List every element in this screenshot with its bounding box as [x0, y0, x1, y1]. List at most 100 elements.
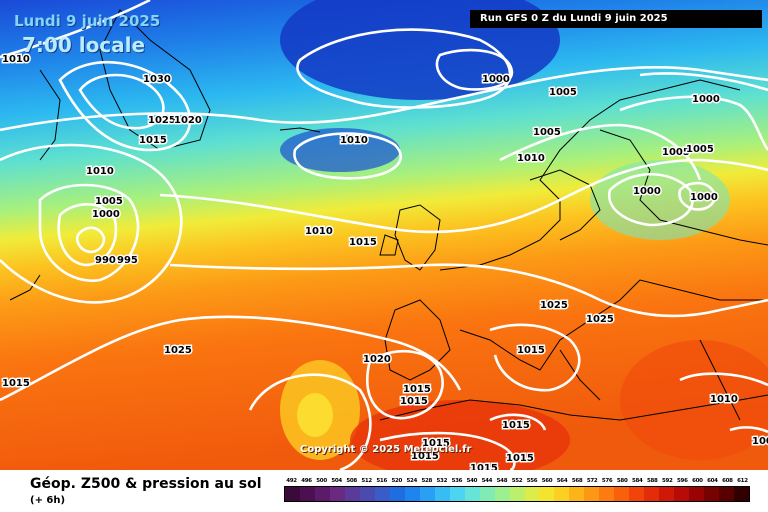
scale-swatch	[644, 487, 660, 501]
isobar-label: 1005	[95, 196, 123, 207]
isobar-label: 1010	[340, 135, 368, 146]
scale-tick-label: 556	[526, 478, 538, 484]
scale-tick-label: 604	[707, 478, 718, 484]
scale-tick-label: 612	[737, 478, 748, 484]
scale-tick-label: 564	[556, 478, 568, 484]
weather-map: 1010 1030 1025 1020 1015 1010 1005 1000 …	[0, 0, 768, 470]
scale-tick-label: 520	[391, 478, 403, 484]
isobar-label: 1015	[139, 135, 167, 146]
scale-tick-label: 588	[646, 478, 658, 484]
isobar-label: 1015	[470, 463, 498, 470]
isobars	[0, 0, 768, 470]
isobar-label: 995	[117, 255, 138, 266]
scale-tick-label: 608	[722, 478, 733, 484]
model-run-banner: Run GFS 0 Z du Lundi 9 juin 2025	[470, 10, 762, 28]
scale-ticks: 492 496 500 504 508 512 516 520 524 528 532 536 540 5…	[284, 478, 750, 484]
coastlines	[9, 9, 768, 421]
scale-swatch	[464, 487, 480, 501]
scale-tick-label: 544	[481, 478, 493, 484]
scale-swatch	[734, 487, 750, 501]
isobar-label: 1005	[662, 147, 690, 158]
scale-swatch	[329, 487, 345, 501]
isobar-label: 1010	[305, 226, 333, 237]
scale-tick-label: 592	[662, 478, 673, 484]
isobar-label-layer: 1010 1030 1025 1020 1015 1010 1005 1000 …	[1, 53, 768, 471]
scale-swatch	[524, 487, 540, 501]
scale-swatch	[359, 487, 375, 501]
isobar-label: 1015	[506, 453, 534, 464]
isobar-label: 1015	[349, 237, 377, 248]
legend-title: Géop. Z500 & pression au sol	[30, 476, 262, 492]
scale-tick-label: 584	[631, 478, 643, 484]
scale-swatch	[419, 487, 435, 501]
scale-swatch	[314, 487, 330, 501]
scale-tick-label: 508	[346, 478, 357, 484]
scale-tick-label: 516	[376, 478, 387, 484]
forecast-time: 7:00 locale	[22, 33, 146, 57]
isobar-label: 1015	[517, 345, 545, 356]
scale-tick-label: 532	[436, 478, 448, 484]
scale-swatch	[389, 487, 405, 501]
isobar-label: 1000	[752, 436, 768, 447]
scale-tick-label: 540	[466, 478, 478, 484]
scale-tick-label: 580	[616, 478, 628, 484]
scale-swatch	[479, 487, 495, 501]
scale-swatch	[494, 487, 510, 501]
scale-tick-label: 492	[286, 478, 297, 484]
scale-tick-label: 568	[571, 478, 583, 484]
forecast-date: Lundi 9 juin 2025	[14, 12, 161, 30]
scale-tick-label: 512	[361, 478, 372, 484]
scale-swatch	[509, 487, 525, 501]
isobar-label: 1015	[403, 384, 431, 395]
isobar-label: 1015	[502, 420, 530, 431]
isobar-label: 1010	[517, 153, 545, 164]
scale-tick-label: 548	[496, 478, 508, 484]
isobar-label: 1010	[86, 166, 114, 177]
legend-subtitle: (+ 6h)	[30, 495, 66, 506]
scale-swatch	[374, 487, 390, 501]
scale-tick-label: 536	[451, 478, 463, 484]
isobar-label: 1015	[2, 378, 30, 389]
scale-swatch	[674, 487, 690, 501]
scale-swatch	[689, 487, 705, 501]
isobar-label: 1000	[633, 186, 661, 197]
isobar-label: 1020	[363, 354, 391, 365]
scale-swatch	[614, 487, 630, 501]
isobar-label: 1025	[148, 115, 176, 126]
scale-tick-label: 552	[511, 478, 523, 484]
scale-swatch	[344, 487, 360, 501]
scale-swatch	[554, 487, 570, 501]
isobar-label: 1015	[422, 438, 450, 449]
scale-tick-label: 572	[586, 478, 598, 484]
scale-tick-label: 596	[677, 478, 688, 484]
isobar-label: 1000	[692, 94, 720, 105]
isobar-label: 1025	[164, 345, 192, 356]
scale-swatch	[584, 487, 600, 501]
scale-tick-label: 560	[541, 478, 553, 484]
isobar-label: 1025	[586, 314, 614, 325]
isobar-label: 1005	[549, 87, 577, 98]
scale-swatch	[569, 487, 585, 501]
scale-tick-label: 504	[331, 478, 342, 484]
color-scale: 492 496 500 504 508 512 516 520 524 528 532 536 540 5…	[284, 478, 750, 502]
legend-panel: Géop. Z500 & pression au sol (+ 6h) 492 4…	[0, 470, 768, 512]
scale-tick-label: 600	[692, 478, 703, 484]
isobar-label: 1000	[482, 74, 510, 85]
scale-tick-label: 576	[601, 478, 613, 484]
scale-swatch	[599, 487, 615, 501]
scale-tick-label: 524	[406, 478, 418, 484]
map-canvas: 1010 1030 1025 1020 1015 1010 1005 1000 …	[0, 0, 768, 470]
isobar-label: 1015	[400, 396, 428, 407]
scale-tick-label: 500	[316, 478, 327, 484]
copyright-notice: Copyright © 2025 Meteociel.fr	[300, 444, 472, 455]
isobar-label: 1005	[533, 127, 561, 138]
scale-swatches	[284, 486, 750, 502]
isobar-label: 1010	[710, 394, 738, 405]
scale-swatch	[704, 487, 720, 501]
isobar-label: 1005	[686, 144, 714, 155]
scale-swatch	[285, 487, 300, 501]
isobar-label: 1000	[92, 209, 120, 220]
scale-tick-label: 528	[421, 478, 433, 484]
isobar-label: 1020	[174, 115, 202, 126]
isobar-label: 1000	[690, 192, 718, 203]
